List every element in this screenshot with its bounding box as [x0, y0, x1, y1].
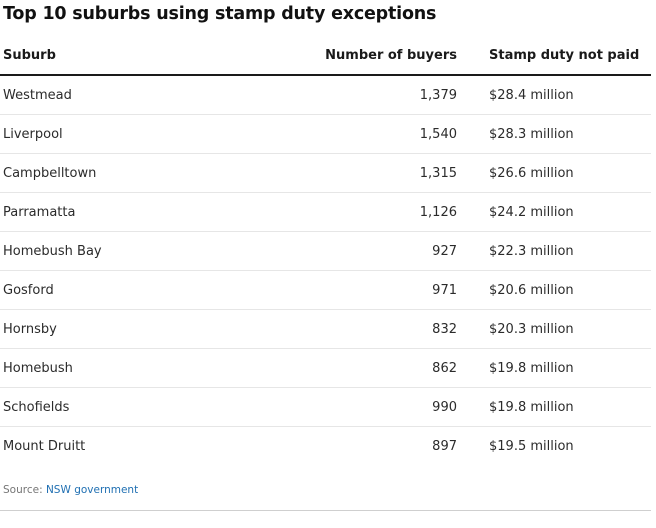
- cell-stamp-duty-not-paid: $28.3 million: [457, 114, 651, 154]
- cell-number-of-buyers: 1,540: [300, 114, 457, 154]
- cell-stamp-duty-not-paid: $19.8 million: [457, 387, 651, 427]
- table-body: Westmead 1,379 $28.4 million Liverpool 1…: [0, 75, 651, 465]
- cell-number-of-buyers: 927: [300, 231, 457, 271]
- data-table: Suburb Number of buyers Stamp duty not p…: [0, 37, 651, 465]
- cell-stamp-duty-not-paid: $20.3 million: [457, 309, 651, 349]
- column-header-stamp-duty-not-paid: Stamp duty not paid: [457, 37, 651, 76]
- cell-suburb: Gosford: [0, 270, 300, 310]
- table-row: Homebush 862 $19.8 million: [0, 348, 651, 388]
- table-row: Parramatta 1,126 $24.2 million: [0, 192, 651, 232]
- table-row: Liverpool 1,540 $28.3 million: [0, 114, 651, 154]
- table-row: Westmead 1,379 $28.4 million: [0, 75, 651, 115]
- cell-stamp-duty-not-paid: $19.5 million: [489, 438, 574, 454]
- cell-suburb: Schofields: [0, 387, 300, 427]
- table-row: Campbelltown 1,315 $26.6 million: [0, 153, 651, 193]
- cell-stamp-duty-not-paid: $28.4 million: [457, 75, 651, 115]
- table-row: Homebush Bay 927 $22.3 million: [0, 231, 651, 271]
- cell-stamp-duty-not-paid: $19.8 million: [457, 348, 651, 388]
- cell-stamp-duty-not-paid: $24.2 million: [457, 192, 651, 232]
- cell-stamp-duty-not-paid: $22.3 million: [457, 231, 651, 271]
- column-header-suburb: Suburb: [0, 37, 300, 76]
- cell-number-of-buyers: 971: [300, 270, 457, 310]
- cell-stamp-duty-not-paid: $26.6 million: [457, 153, 651, 193]
- cell-number-of-buyers: 1,315: [300, 153, 457, 193]
- cell-number-of-buyers: 1,126: [300, 192, 457, 232]
- cell-suburb: Homebush: [0, 348, 300, 388]
- cell-suburb: Campbelltown: [0, 153, 300, 193]
- cell-suburb: Homebush Bay: [0, 231, 300, 271]
- bottom-divider: [0, 510, 651, 511]
- cell-suburb: Mount Druitt: [3, 438, 86, 454]
- table-row: Hornsby 832 $20.3 million: [0, 309, 651, 349]
- chart-title: Top 10 suburbs using stamp duty exceptio…: [3, 4, 437, 24]
- cell-number-of-buyers: 1,379: [300, 75, 457, 115]
- cell-stamp-duty-not-paid: $20.6 million: [457, 270, 651, 310]
- cell-number-of-buyers: 862: [300, 348, 457, 388]
- cell-number-of-buyers: 990: [300, 387, 457, 427]
- cell-suburb: Westmead: [0, 75, 300, 115]
- table-header: Suburb Number of buyers Stamp duty not p…: [0, 37, 651, 76]
- cell-number-of-buyers: 897: [432, 438, 457, 454]
- table-row: Mount Druitt 897 $19.5 million: [0, 427, 651, 466]
- header-row: Suburb Number of buyers Stamp duty not p…: [0, 37, 651, 76]
- cell-suburb: Hornsby: [0, 309, 300, 349]
- table-row: Gosford 971 $20.6 million: [0, 270, 651, 310]
- cell-number-of-buyers: 832: [300, 309, 457, 349]
- source-link[interactable]: NSW government: [45, 484, 139, 496]
- source-label: Source:: [3, 484, 46, 496]
- table-row: Schofields 990 $19.8 million: [0, 387, 651, 427]
- column-header-number-of-buyers: Number of buyers: [300, 37, 457, 76]
- cell-suburb: Parramatta: [0, 192, 300, 232]
- cell-suburb: Liverpool: [0, 114, 300, 154]
- source-note: Source: NSW government: [3, 484, 138, 496]
